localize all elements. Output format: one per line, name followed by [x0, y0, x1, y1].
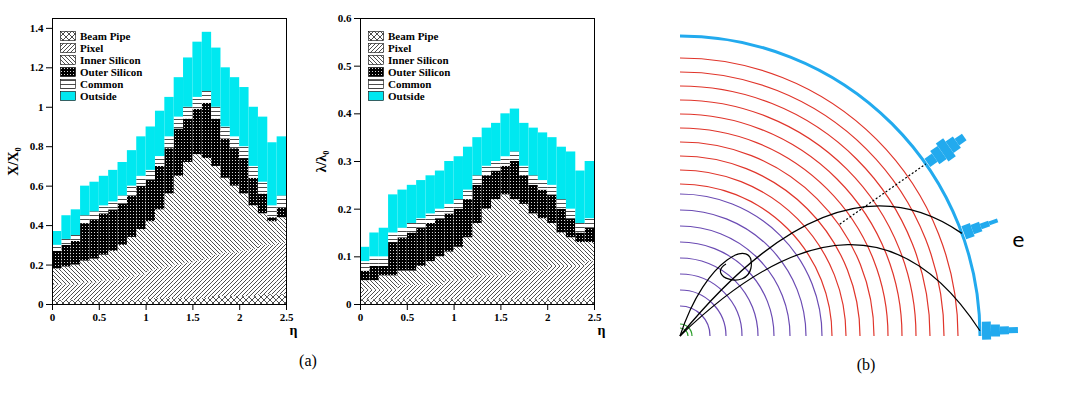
html-text:Outside: Outside [80, 90, 117, 102]
svg-text:2.5: 2.5 [280, 311, 294, 323]
svg-text:η: η [290, 323, 298, 338]
svg-text:0: 0 [38, 298, 44, 310]
svg-text:0.1: 0.1 [338, 250, 352, 262]
svg-text:0.5: 0.5 [400, 311, 414, 323]
html-text:Outside: Outside [388, 90, 425, 102]
svg-text:0.6: 0.6 [338, 12, 352, 24]
html-text:Beam Pipe: Beam Pipe [80, 30, 131, 42]
html-text:(b): (b) [856, 356, 876, 373]
svg-text:2.5: 2.5 [588, 311, 602, 323]
svg-text:1: 1 [38, 101, 44, 113]
html-text:Beam Pipe: Beam Pipe [388, 30, 439, 42]
html-text:Outer Silicon: Outer Silicon [388, 66, 451, 78]
svg-text:0.6: 0.6 [30, 180, 44, 192]
svg-text:2: 2 [237, 311, 243, 323]
html-text:Common: Common [80, 78, 124, 90]
svg-text:e: e [1012, 228, 1024, 252]
svg-text:0.4: 0.4 [338, 107, 352, 119]
html-text:Inner Silicon: Inner Silicon [388, 54, 449, 66]
svg-text:1.5: 1.5 [186, 311, 200, 323]
html-text:Pixel: Pixel [388, 42, 412, 54]
svg-text:0: 0 [346, 298, 352, 310]
svg-text:1.5: 1.5 [494, 311, 508, 323]
svg-text:1.2: 1.2 [30, 61, 44, 73]
svg-text:2: 2 [545, 311, 551, 323]
html-text:Common: Common [388, 78, 432, 90]
html-text:Inner Silicon: Inner Silicon [80, 54, 141, 66]
svg-text:0: 0 [50, 311, 56, 323]
svg-text:0.5: 0.5 [92, 311, 106, 323]
svg-text:X/X₀: X/X₀ [6, 147, 21, 175]
svg-text:1: 1 [143, 311, 149, 323]
svg-text:1: 1 [451, 311, 457, 323]
html-text:Pixel: Pixel [80, 42, 104, 54]
svg-text:0.2: 0.2 [338, 203, 352, 215]
svg-text:0: 0 [358, 311, 364, 323]
svg-text:0.3: 0.3 [338, 155, 352, 167]
svg-text:0.5: 0.5 [338, 60, 352, 72]
svg-text:1.4: 1.4 [30, 22, 44, 34]
svg-text:η: η [598, 323, 606, 338]
html-text:(a): (a) [299, 352, 317, 369]
svg-text:0.8: 0.8 [30, 140, 44, 152]
html-text:Outer Silicon: Outer Silicon [80, 66, 143, 78]
svg-text:λ/λ₀: λ/λ₀ [314, 151, 329, 173]
svg-text:0.2: 0.2 [30, 259, 44, 271]
svg-text:0.4: 0.4 [30, 219, 44, 231]
